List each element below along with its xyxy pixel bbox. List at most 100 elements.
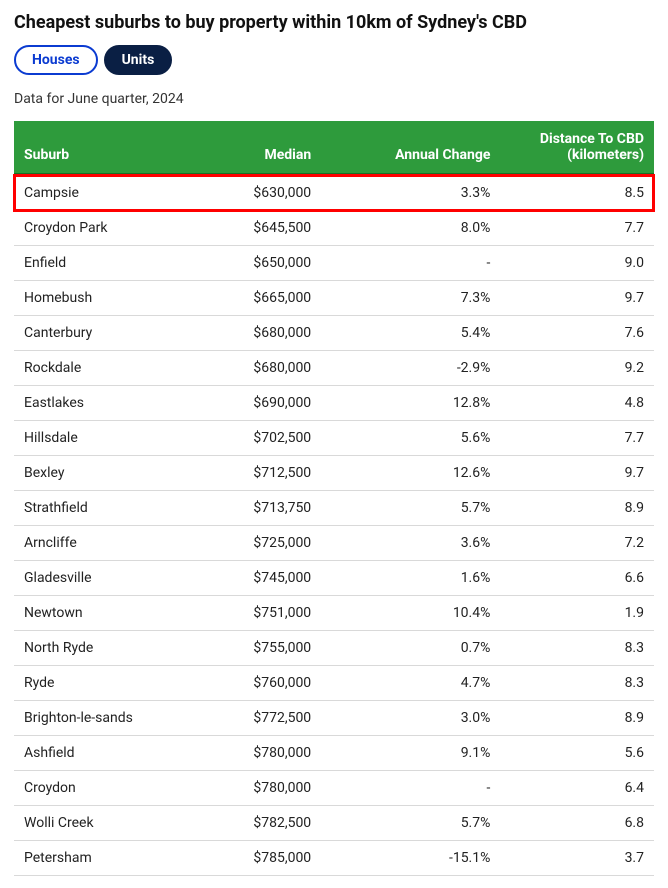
cell-suburb: Ashfield xyxy=(14,736,193,771)
cell-change: - xyxy=(321,771,500,806)
cell-suburb: Eastlakes xyxy=(14,386,193,421)
cell-change: -15.1% xyxy=(321,841,500,876)
cell-distance: 6.8 xyxy=(500,806,654,841)
col-change: Annual Change xyxy=(321,121,500,175)
cell-change: 1.6% xyxy=(321,561,500,596)
cell-change: -2.9% xyxy=(321,351,500,386)
cell-change: 4.7% xyxy=(321,666,500,701)
cell-median: $772,500 xyxy=(193,701,321,736)
cell-change: 3.6% xyxy=(321,526,500,561)
cell-suburb: Enfield xyxy=(14,246,193,281)
cell-suburb: Hillsdale xyxy=(14,421,193,456)
cell-median: $702,500 xyxy=(193,421,321,456)
table-row: Homebush$665,0007.3%9.7 xyxy=(14,281,654,316)
table-row: Croydon$780,000-6.4 xyxy=(14,771,654,806)
table-row: Strathfield$713,7505.7%8.9 xyxy=(14,491,654,526)
cell-distance: 9.7 xyxy=(500,281,654,316)
cell-median: $690,000 xyxy=(193,386,321,421)
table-row: Campsie$630,0003.3%8.5 xyxy=(14,175,654,211)
table-row: Canterbury$680,0005.4%7.6 xyxy=(14,316,654,351)
table-header-row: Suburb Median Annual Change Distance To … xyxy=(14,121,654,175)
cell-distance: 8.3 xyxy=(500,666,654,701)
cell-median: $712,500 xyxy=(193,456,321,491)
cell-distance: 9.0 xyxy=(500,246,654,281)
cell-median: $713,750 xyxy=(193,491,321,526)
table-row: Eastlakes$690,00012.8%4.8 xyxy=(14,386,654,421)
table-row: Ryde$760,0004.7%8.3 xyxy=(14,666,654,701)
cell-change: 5.4% xyxy=(321,316,500,351)
table-row: Croydon Park$645,5008.0%7.7 xyxy=(14,211,654,246)
cell-suburb: Bexley xyxy=(14,456,193,491)
cell-median: $745,000 xyxy=(193,561,321,596)
col-median: Median xyxy=(193,121,321,175)
col-distance: Distance To CBD (kilometers) xyxy=(500,121,654,175)
table-row: Brighton-le-sands$772,5003.0%8.9 xyxy=(14,701,654,736)
cell-distance: 7.7 xyxy=(500,421,654,456)
cell-median: $680,000 xyxy=(193,351,321,386)
property-type-tabs: Houses Units xyxy=(14,45,654,75)
cell-distance: 7.6 xyxy=(500,316,654,351)
cell-suburb: Gladesville xyxy=(14,561,193,596)
table-row: Arncliffe$725,0003.6%7.2 xyxy=(14,526,654,561)
cell-distance: 8.9 xyxy=(500,701,654,736)
cell-median: $645,500 xyxy=(193,211,321,246)
table-row: North Ryde$755,0000.7%8.3 xyxy=(14,631,654,666)
cell-median: $785,000 xyxy=(193,841,321,876)
cell-distance: 4.8 xyxy=(500,386,654,421)
tab-units[interactable]: Units xyxy=(104,45,173,75)
cell-change: 12.8% xyxy=(321,386,500,421)
cell-suburb: Rockdale xyxy=(14,351,193,386)
cell-change: 8.0% xyxy=(321,211,500,246)
cell-distance: 9.2 xyxy=(500,351,654,386)
cell-median: $680,000 xyxy=(193,316,321,351)
cell-distance: 3.7 xyxy=(500,841,654,876)
table-row: Hillsdale$702,5005.6%7.7 xyxy=(14,421,654,456)
cell-median: $751,000 xyxy=(193,596,321,631)
table-row: Newtown$751,00010.4%1.9 xyxy=(14,596,654,631)
cell-median: $725,000 xyxy=(193,526,321,561)
table-row: Wolli Creek$782,5005.7%6.8 xyxy=(14,806,654,841)
cell-suburb: Croydon xyxy=(14,771,193,806)
cell-suburb: Wolli Creek xyxy=(14,806,193,841)
cell-median: $665,000 xyxy=(193,281,321,316)
cell-median: $780,000 xyxy=(193,736,321,771)
cell-median: $780,000 xyxy=(193,771,321,806)
cell-median: $755,000 xyxy=(193,631,321,666)
cell-distance: 7.2 xyxy=(500,526,654,561)
cell-suburb: North Ryde xyxy=(14,631,193,666)
cell-distance: 5.6 xyxy=(500,736,654,771)
cell-distance: 1.9 xyxy=(500,596,654,631)
cell-suburb: Croydon Park xyxy=(14,211,193,246)
cell-change: 10.4% xyxy=(321,596,500,631)
cell-distance: 6.6 xyxy=(500,561,654,596)
cell-distance: 8.9 xyxy=(500,491,654,526)
cell-change: - xyxy=(321,246,500,281)
cell-distance: 8.5 xyxy=(500,175,654,211)
cell-distance: 8.3 xyxy=(500,631,654,666)
cell-suburb: Arncliffe xyxy=(14,526,193,561)
data-period-caption: Data for June quarter, 2024 xyxy=(14,91,654,107)
table-row: Ashfield$780,0009.1%5.6 xyxy=(14,736,654,771)
cell-change: 0.7% xyxy=(321,631,500,666)
cell-change: 5.6% xyxy=(321,421,500,456)
cell-suburb: Brighton-le-sands xyxy=(14,701,193,736)
cell-distance: 7.7 xyxy=(500,211,654,246)
tab-houses[interactable]: Houses xyxy=(14,45,98,75)
col-suburb: Suburb xyxy=(14,121,193,175)
cell-change: 9.1% xyxy=(321,736,500,771)
cell-change: 3.0% xyxy=(321,701,500,736)
cell-suburb: Ryde xyxy=(14,666,193,701)
page-title: Cheapest suburbs to buy property within … xyxy=(14,12,654,33)
cell-distance: 6.4 xyxy=(500,771,654,806)
cell-change: 12.6% xyxy=(321,456,500,491)
table-row: Bexley$712,50012.6%9.7 xyxy=(14,456,654,491)
cell-change: 3.3% xyxy=(321,175,500,211)
cell-suburb: Homebush xyxy=(14,281,193,316)
cell-suburb: Strathfield xyxy=(14,491,193,526)
cell-distance: 9.7 xyxy=(500,456,654,491)
cell-change: 5.7% xyxy=(321,806,500,841)
table-row: Gladesville$745,0001.6%6.6 xyxy=(14,561,654,596)
cell-median: $630,000 xyxy=(193,175,321,211)
cell-change: 7.3% xyxy=(321,281,500,316)
suburbs-table: Suburb Median Annual Change Distance To … xyxy=(14,121,654,876)
